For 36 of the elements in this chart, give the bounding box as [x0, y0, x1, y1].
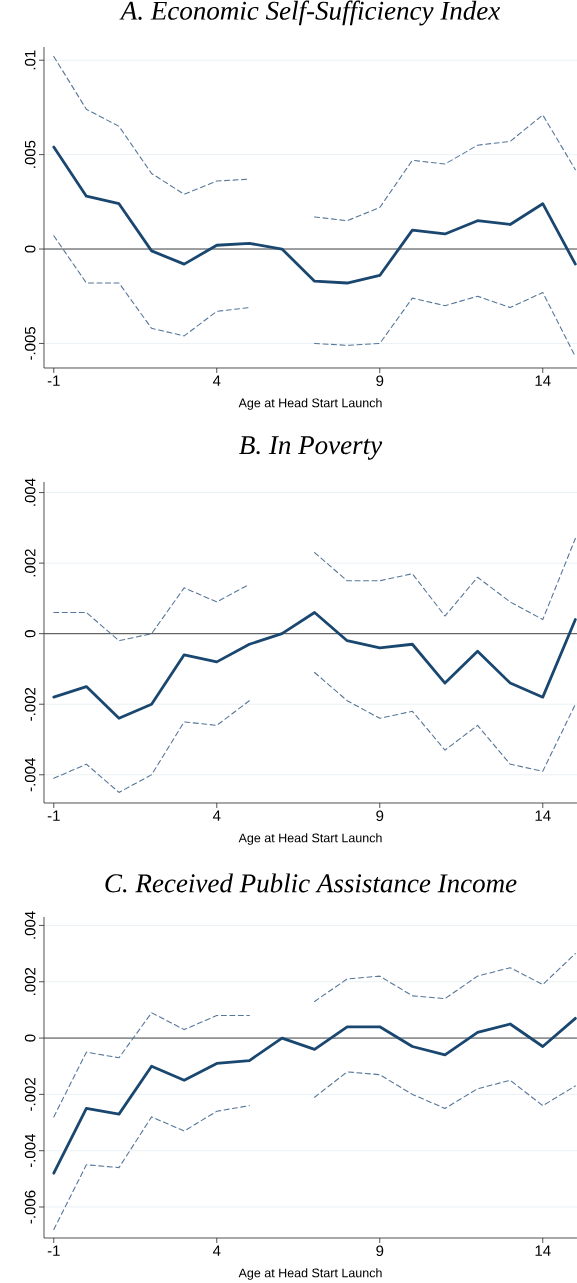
- y-tick-label: -.004: [24, 758, 36, 792]
- chart-title: C. Received Public Assistance Income: [105, 873, 517, 893]
- y-tick-label: -.002: [24, 687, 36, 721]
- y-tick-label: -.005: [24, 326, 36, 360]
- y-tick-label: -.002: [24, 1078, 36, 1111]
- line-series: [52, 145, 577, 285]
- y-tick-label: 0: [24, 1034, 36, 1042]
- y-tick-label: -.004: [24, 1134, 36, 1168]
- x-tick-label: 14: [535, 1245, 551, 1256]
- y-tick-label: .005: [24, 140, 36, 168]
- x-tick-label: 14: [535, 810, 551, 821]
- x-tick-label: -1: [47, 375, 60, 386]
- x-axis-title: Age at Head Start Launch: [238, 833, 382, 845]
- x-tick-label: -1: [47, 1245, 60, 1256]
- x-tick-label: 9: [376, 810, 384, 822]
- x-tick-label: -1: [47, 810, 60, 821]
- x-tick-label: 14: [535, 375, 551, 386]
- x-tick-label: 4: [212, 375, 221, 386]
- chart-title: A. Economic Self-Sufficiency Index: [119, 0, 501, 26]
- line-series: [52, 1016, 577, 1175]
- y-tick-label: .002: [24, 549, 36, 577]
- y-tick-label: -.006: [24, 1190, 36, 1224]
- x-axis-title: Age at Head Start Launch: [238, 1268, 382, 1280]
- x-tick-label: 4: [212, 810, 221, 821]
- y-tick-label: .004: [24, 478, 36, 506]
- chart-title: B. In Poverty: [239, 436, 383, 460]
- line-series: [52, 611, 577, 720]
- y-tick-label: .004: [24, 911, 36, 939]
- x-tick-label: 9: [376, 1245, 384, 1257]
- y-tick-label: .01: [24, 50, 36, 70]
- x-tick-label: 4: [212, 1245, 221, 1256]
- x-tick-label: 9: [376, 375, 384, 387]
- y-tick-label: .002: [24, 967, 36, 995]
- y-tick-label: 0: [24, 245, 36, 253]
- x-axis-title: Age at Head Start Launch: [238, 398, 382, 410]
- y-tick-label: 0: [24, 630, 36, 638]
